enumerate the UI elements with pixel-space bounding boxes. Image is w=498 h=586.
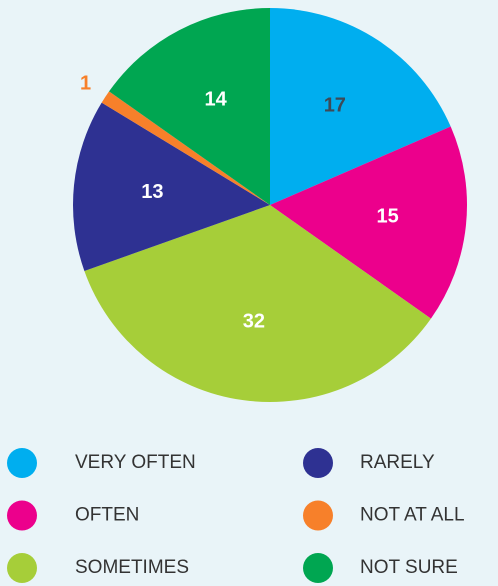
pie-slice xyxy=(270,126,467,319)
legend-label: OFTEN xyxy=(75,505,139,526)
data-label: 17 xyxy=(324,94,346,116)
legend-label: SOMETIMES xyxy=(75,557,189,578)
data-label: 13 xyxy=(141,181,163,203)
pie-slice xyxy=(72,102,270,271)
data-label: 32 xyxy=(243,310,265,332)
legend-swatch xyxy=(303,448,333,478)
legend-label: NOT SURE xyxy=(360,557,458,578)
legend-swatch xyxy=(303,553,333,583)
pie-slice xyxy=(109,8,270,205)
pie-slice xyxy=(101,91,270,205)
data-label: 1 xyxy=(80,72,91,94)
legend-swatch xyxy=(7,448,37,478)
legend-label: VERY OFTEN xyxy=(75,452,196,473)
legend-label: NOT AT ALL xyxy=(360,505,465,526)
legend-swatch xyxy=(303,500,333,531)
legend-swatch xyxy=(7,500,37,531)
data-label: 14 xyxy=(204,88,227,110)
data-label: 15 xyxy=(376,205,398,227)
pie-slice xyxy=(84,205,431,402)
pie-slice xyxy=(270,8,451,205)
legend-swatch xyxy=(7,553,37,583)
legend-label: RARELY xyxy=(360,452,435,473)
